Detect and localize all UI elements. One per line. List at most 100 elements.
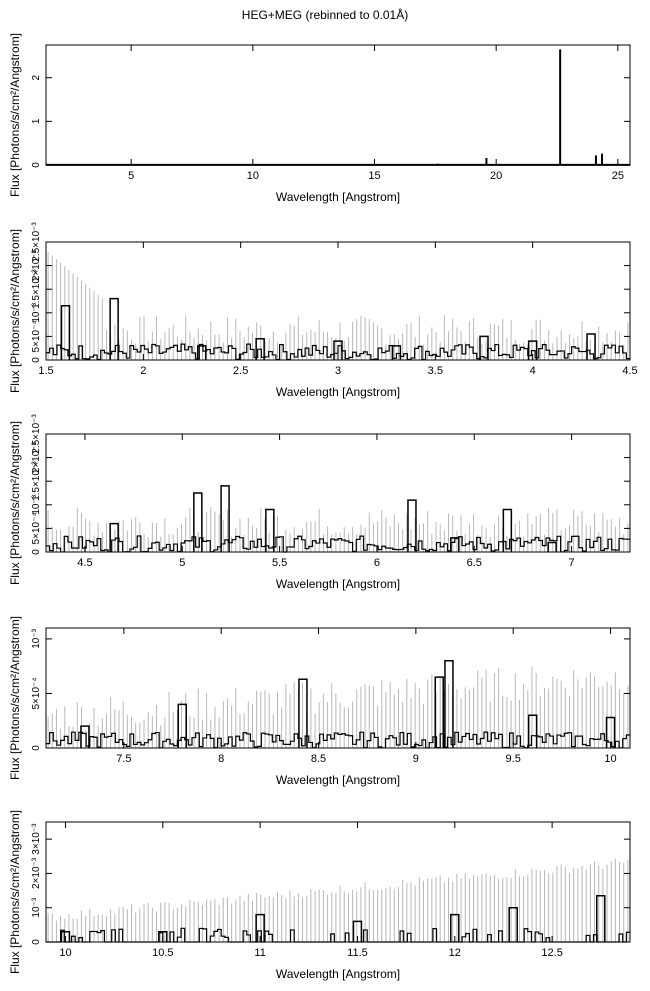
y-tick-label: 3×10⁻³: [31, 823, 42, 855]
spectrum-baseline: [46, 927, 630, 943]
x-tick-label: 20: [490, 170, 502, 182]
y-tick-label: 2: [31, 75, 42, 81]
y-axis-label: Flux [Photons/s/cm²/Angstrom]: [8, 33, 22, 197]
y-axis-label: Flux [Photons/s/cm²/Angstrom]: [8, 421, 22, 585]
x-axis-label: Wavelength [Angstrom]: [276, 773, 400, 787]
y-tick-label: 2.5×10⁻³: [31, 414, 42, 454]
spectral-line: [255, 338, 265, 360]
x-tick-label: 25: [612, 170, 624, 182]
spectral-line: [265, 508, 275, 552]
plot-frame: [45, 433, 631, 553]
x-tick-label: 1.5: [38, 365, 53, 377]
y-tick-label: 2.5×10⁻³: [31, 222, 42, 262]
x-tick-label: 4.5: [622, 365, 637, 377]
spectral-line: [333, 340, 343, 360]
spectral-line: [391, 345, 402, 360]
x-tick-label: 4.5: [77, 557, 92, 569]
x-tick-label: 9.5: [506, 753, 521, 765]
y-tick-label: 10⁻³: [31, 494, 42, 514]
spectral-line: [450, 913, 460, 942]
y-tick-label: 2×10⁻³: [31, 441, 42, 473]
spectral-line: [596, 894, 606, 942]
x-tick-label: 6.5: [467, 557, 482, 569]
x-axis-label: Wavelength [Angstrom]: [276, 577, 400, 591]
spectral-line: [527, 714, 538, 748]
page-title: HEG+MEG (rebinned to 0.01Å): [241, 8, 409, 22]
spectral-line: [547, 541, 557, 552]
spectral-line: [80, 725, 90, 748]
plot-frame: [45, 241, 631, 361]
y-tick-label: 0: [31, 939, 42, 945]
y-tick-label: 1: [31, 118, 42, 124]
y-tick-label: 5×10⁻⁴: [31, 320, 42, 352]
x-tick-label: 6: [374, 557, 380, 569]
spectrum-baseline: [46, 343, 630, 361]
y-tick-label: 5×10⁻⁴: [31, 512, 42, 544]
plot-frame: [45, 627, 631, 749]
x-axis-label: Wavelength [Angstrom]: [276, 190, 400, 204]
y-axis-label: Flux [Photons/s/cm²/Angstrom]: [8, 616, 22, 780]
x-tick-label: 2: [140, 365, 146, 377]
x-tick-label: 11: [254, 947, 265, 959]
spectrum-baseline: [46, 535, 630, 553]
spectral-line: [527, 340, 538, 360]
spectral-line: [352, 920, 363, 942]
spectral-line: [434, 676, 444, 748]
x-tick-label: 15: [368, 170, 380, 182]
x-tick-label: 5.5: [272, 557, 287, 569]
x-tick-label: 11.5: [347, 947, 368, 959]
y-tick-label: 5×10⁻⁴: [31, 677, 42, 709]
spectral-line: [60, 304, 71, 360]
spectral-line: [586, 333, 596, 360]
x-tick-label: 3.5: [428, 365, 443, 377]
y-tick-label: 10⁻³: [31, 628, 42, 648]
spectral-line: [109, 297, 119, 360]
x-tick-label: 10: [604, 753, 616, 765]
spectral-line: [109, 522, 119, 552]
spectral-line: [196, 345, 207, 360]
y-tick-label: 2×10⁻³: [31, 857, 42, 889]
spectral-line: [479, 335, 489, 360]
plot-frame: [45, 821, 631, 943]
spectral-line: [605, 716, 616, 748]
x-tick-label: 8.5: [311, 753, 326, 765]
y-tick-label: 1.5×10⁻³: [31, 461, 42, 501]
spectrum-baseline: [46, 731, 630, 749]
y-tick-label: 2×10⁻³: [31, 249, 42, 281]
spectral-line: [450, 537, 460, 552]
x-axis-label: Wavelength [Angstrom]: [276, 967, 400, 981]
y-tick-label: 1.5×10⁻³: [31, 269, 42, 309]
x-tick-label: 12: [449, 947, 461, 959]
x-axis-label: Wavelength [Angstrom]: [276, 385, 400, 399]
spectral-line: [502, 508, 513, 552]
spectral-line: [255, 913, 265, 942]
spectral-line: [508, 906, 518, 942]
x-tick-label: 10.5: [152, 947, 173, 959]
x-tick-label: 9: [413, 753, 419, 765]
spectral-line: [220, 485, 230, 552]
spectral-line: [444, 659, 454, 748]
x-tick-label: 10: [59, 947, 71, 959]
x-tick-label: 2.5: [233, 365, 248, 377]
y-tick-label: 10⁻³: [31, 897, 42, 917]
x-tick-label: 5: [179, 557, 185, 569]
x-tick-label: 4: [530, 365, 536, 377]
spectral-line: [60, 930, 71, 942]
y-tick-label: 10⁻³: [31, 302, 42, 322]
x-tick-label: 10: [247, 170, 259, 182]
y-tick-label: 0: [31, 745, 42, 751]
spectral-line: [193, 492, 203, 552]
spectral-line: [407, 499, 417, 552]
x-tick-label: 3: [335, 365, 341, 377]
spectral-line: [177, 703, 188, 748]
spectral-line: [298, 678, 308, 748]
y-tick-label: 0: [31, 162, 42, 168]
x-tick-label: 12.5: [541, 947, 562, 959]
spectral-line: [158, 930, 168, 942]
x-tick-label: 8: [218, 753, 224, 765]
y-axis-label: Flux [Photons/s/cm²/Angstrom]: [8, 810, 22, 974]
y-tick-label: 0: [31, 549, 42, 555]
x-tick-label: 5: [128, 170, 134, 182]
y-tick-label: 0: [31, 357, 42, 363]
